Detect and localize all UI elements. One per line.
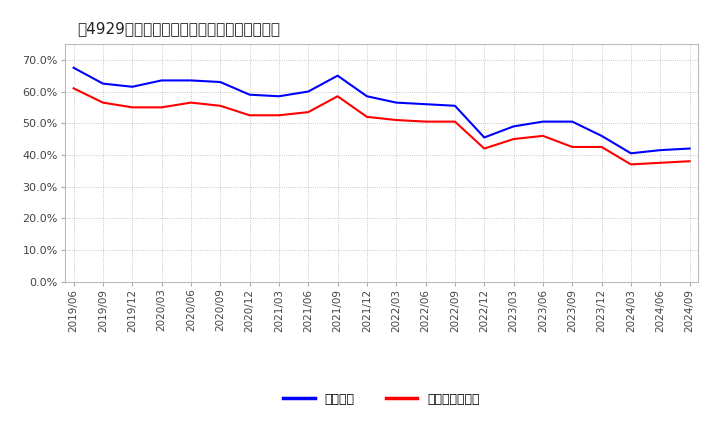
固定長期適合率 (421, 119, 430, 124)
固定長期適合率 (539, 133, 547, 139)
固定比率 (157, 78, 166, 83)
固定長期適合率 (304, 110, 312, 115)
固定比率 (304, 89, 312, 94)
固定長期適合率 (216, 103, 225, 108)
固定長期適合率 (246, 113, 254, 118)
固定比率 (186, 78, 195, 83)
固定比率 (246, 92, 254, 97)
固定長期適合率 (363, 114, 372, 120)
固定比率 (421, 102, 430, 107)
固定比率 (656, 147, 665, 153)
Line: 固定長期適合率: 固定長期適合率 (73, 88, 690, 165)
固定長期適合率 (598, 144, 606, 150)
固定長期適合率 (568, 144, 577, 150)
固定比率 (509, 124, 518, 129)
固定比率 (598, 133, 606, 139)
固定長期適合率 (685, 158, 694, 164)
固定長期適合率 (480, 146, 489, 151)
固定長期適合率 (157, 105, 166, 110)
固定比率 (539, 119, 547, 124)
固定長期適合率 (392, 117, 400, 123)
固定長期適合率 (186, 100, 195, 105)
Legend: 固定比率, 固定長期適合率: 固定比率, 固定長期適合率 (279, 388, 485, 411)
固定長期適合率 (274, 113, 283, 118)
Line: 固定比率: 固定比率 (73, 68, 690, 153)
固定比率 (480, 135, 489, 140)
固定比率 (451, 103, 459, 108)
固定比率 (274, 94, 283, 99)
固定長期適合率 (69, 86, 78, 91)
固定比率 (626, 150, 635, 156)
固定長期適合率 (656, 160, 665, 165)
固定比率 (568, 119, 577, 124)
固定比率 (685, 146, 694, 151)
固定比率 (69, 65, 78, 70)
固定長期適合率 (333, 94, 342, 99)
固定比率 (128, 84, 137, 89)
固定長期適合率 (509, 136, 518, 142)
固定長期適合率 (128, 105, 137, 110)
固定比率 (363, 94, 372, 99)
固定長期適合率 (626, 162, 635, 167)
固定比率 (216, 79, 225, 84)
固定長期適合率 (99, 100, 107, 105)
固定比率 (99, 81, 107, 86)
固定長期適合率 (451, 119, 459, 124)
固定比率 (333, 73, 342, 78)
固定比率 (392, 100, 400, 105)
Text: ［4929］　固定比率、固定長期適合率の推移: ［4929］ 固定比率、固定長期適合率の推移 (78, 21, 281, 36)
